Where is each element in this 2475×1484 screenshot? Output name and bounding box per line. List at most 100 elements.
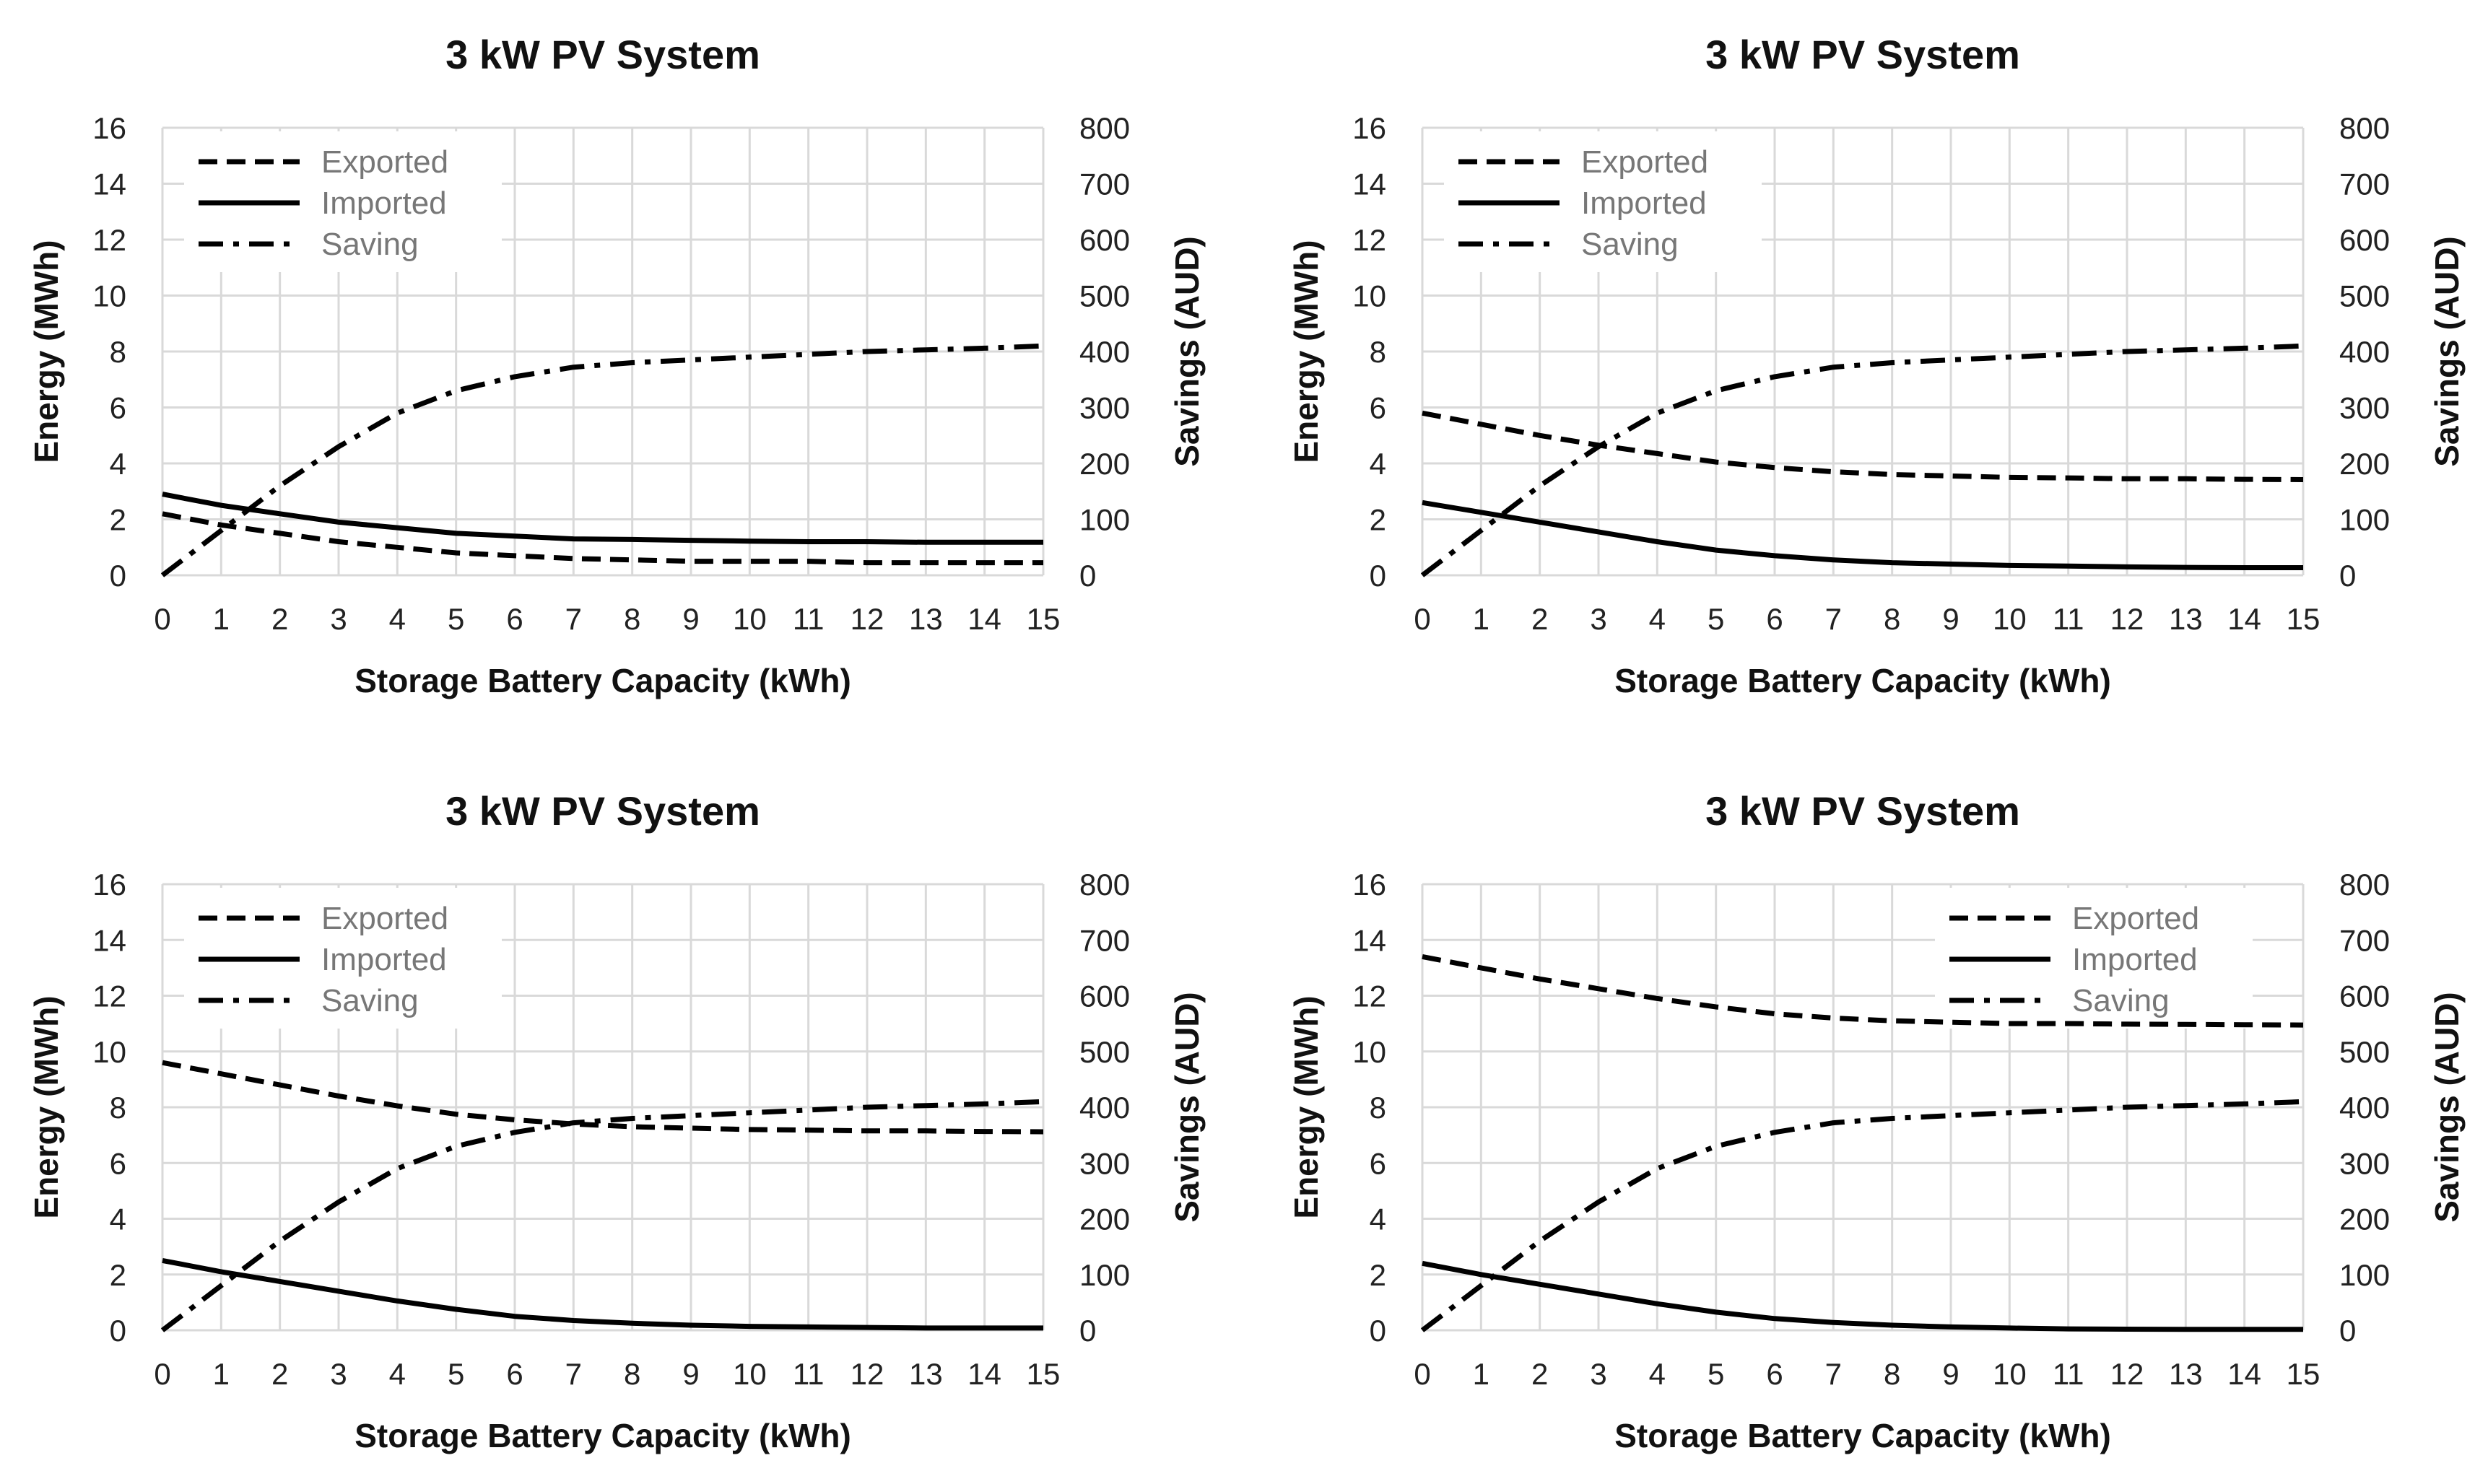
x-tick-label: 2 xyxy=(1531,1357,1548,1391)
x-tick-label: 10 xyxy=(733,602,767,636)
x-tick-label: 6 xyxy=(1766,602,1783,636)
y2-tick-label: 200 xyxy=(2339,1203,2390,1236)
y-tick-label: 16 xyxy=(92,868,126,902)
x-tick-label: 5 xyxy=(1708,602,1724,636)
y2-tick-label: 200 xyxy=(2339,447,2390,481)
y2-tick-label: 600 xyxy=(1079,979,1130,1013)
x-tick-label: 0 xyxy=(1414,602,1430,636)
y2-tick-label: 400 xyxy=(1079,335,1130,369)
y2-axis-title: Savings (AUD) xyxy=(2428,992,2466,1222)
y-tick-label: 2 xyxy=(110,1258,126,1292)
x-tick-label: 11 xyxy=(2053,602,2084,636)
x-tick-label: 9 xyxy=(1942,1357,1959,1391)
series-line-exported xyxy=(1422,410,2304,482)
y-axis-title: Energy (MWh) xyxy=(27,240,65,463)
x-tick-label: 7 xyxy=(565,602,582,636)
legend-label-imported: Imported xyxy=(321,186,447,221)
chart-title: 3 kW PV System xyxy=(1705,788,2020,834)
y-tick-label: 10 xyxy=(92,279,126,313)
legend-label-exported: Exported xyxy=(1581,144,1708,180)
y-tick-label: 0 xyxy=(1370,559,1386,593)
y2-tick-label: 0 xyxy=(2339,1314,2356,1348)
x-tick-label: 13 xyxy=(2169,602,2203,636)
y2-tick-label: 100 xyxy=(1079,503,1130,537)
y-tick-label: 8 xyxy=(1370,335,1386,369)
y-tick-label: 16 xyxy=(1352,111,1386,145)
y2-axis-title: Savings (AUD) xyxy=(1168,992,1206,1222)
y2-tick-label: 400 xyxy=(2339,1091,2390,1125)
y-tick-label: 12 xyxy=(92,223,126,257)
y2-tick-label: 200 xyxy=(1079,447,1130,481)
x-tick-label: 12 xyxy=(2110,602,2144,636)
series-line-exported xyxy=(162,511,1043,566)
series-line-saving xyxy=(1420,1099,2304,1332)
series-line-saving xyxy=(1420,343,2304,577)
x-axis-title: Storage Battery Capacity (kWh) xyxy=(1614,1417,2111,1454)
y2-tick-label: 700 xyxy=(2339,923,2390,957)
x-tick-label: 9 xyxy=(682,602,699,636)
chart-title: 3 kW PV System xyxy=(445,788,760,834)
y-tick-label: 8 xyxy=(110,1091,126,1125)
x-tick-label: 2 xyxy=(271,602,288,636)
x-tick-label: 4 xyxy=(1649,602,1666,636)
x-tick-label: 15 xyxy=(1027,1357,1061,1391)
y2-tick-label: 500 xyxy=(1079,1035,1130,1069)
y2-tick-label: 100 xyxy=(2339,503,2390,537)
x-tick-label: 13 xyxy=(909,1357,943,1391)
y-tick-label: 10 xyxy=(1352,279,1386,313)
x-tick-label: 3 xyxy=(1590,602,1606,636)
y-tick-label: 2 xyxy=(1370,1258,1386,1292)
series-line-imported xyxy=(1422,499,2303,570)
y2-tick-label: 700 xyxy=(2339,167,2390,201)
x-tick-label: 15 xyxy=(1027,602,1061,636)
y-axis-title: Energy (MWh) xyxy=(27,995,65,1218)
y2-tick-label: 500 xyxy=(1079,279,1130,313)
y-tick-label: 2 xyxy=(1370,503,1386,537)
x-tick-label: 8 xyxy=(1884,1357,1900,1391)
chart-title: 3 kW PV System xyxy=(445,32,760,77)
y2-axis-title: Savings (AUD) xyxy=(2428,236,2466,466)
x-tick-label: 8 xyxy=(624,1357,640,1391)
legend-label-exported: Exported xyxy=(321,901,448,936)
y-tick-label: 4 xyxy=(1370,1203,1386,1236)
x-tick-label: 4 xyxy=(389,1357,406,1391)
y2-tick-label: 800 xyxy=(2339,868,2390,902)
x-tick-label: 8 xyxy=(1884,602,1900,636)
y2-tick-label: 300 xyxy=(2339,391,2390,425)
legend-label-exported: Exported xyxy=(321,144,448,180)
y2-tick-label: 600 xyxy=(2339,979,2390,1013)
x-tick-label: 7 xyxy=(1825,1357,1842,1391)
x-tick-label: 3 xyxy=(330,602,347,636)
y2-tick-label: 100 xyxy=(2339,1258,2390,1292)
x-tick-label: 1 xyxy=(213,1357,230,1391)
y-tick-label: 4 xyxy=(110,1203,126,1236)
y2-tick-label: 600 xyxy=(2339,223,2390,257)
legend-label-saving: Saving xyxy=(321,227,419,262)
y2-tick-label: 0 xyxy=(2339,559,2356,593)
legend-label-exported: Exported xyxy=(2072,901,2199,936)
y-axis-title: Energy (MWh) xyxy=(1287,240,1325,463)
x-tick-label: 11 xyxy=(2053,1357,2084,1391)
legend-label-saving: Saving xyxy=(1581,227,1679,262)
y2-tick-label: 800 xyxy=(1079,111,1130,145)
series-line-exported xyxy=(162,1060,1044,1135)
x-tick-label: 1 xyxy=(1473,602,1489,636)
y-tick-label: 12 xyxy=(1352,223,1386,257)
y-tick-label: 0 xyxy=(1370,1314,1386,1348)
x-tick-label: 1 xyxy=(1473,1357,1489,1391)
y2-tick-label: 300 xyxy=(1079,1146,1130,1180)
y-tick-label: 16 xyxy=(92,111,126,145)
y-tick-label: 14 xyxy=(1352,167,1386,201)
y2-tick-label: 300 xyxy=(2339,1146,2390,1180)
y-tick-label: 0 xyxy=(110,559,126,593)
y-tick-label: 6 xyxy=(110,1146,126,1180)
x-tick-label: 9 xyxy=(1942,602,1959,636)
x-tick-label: 0 xyxy=(1414,1357,1430,1391)
x-tick-label: 3 xyxy=(1590,1357,1606,1391)
y2-tick-label: 800 xyxy=(1079,868,1130,902)
x-tick-label: 9 xyxy=(682,1357,699,1391)
